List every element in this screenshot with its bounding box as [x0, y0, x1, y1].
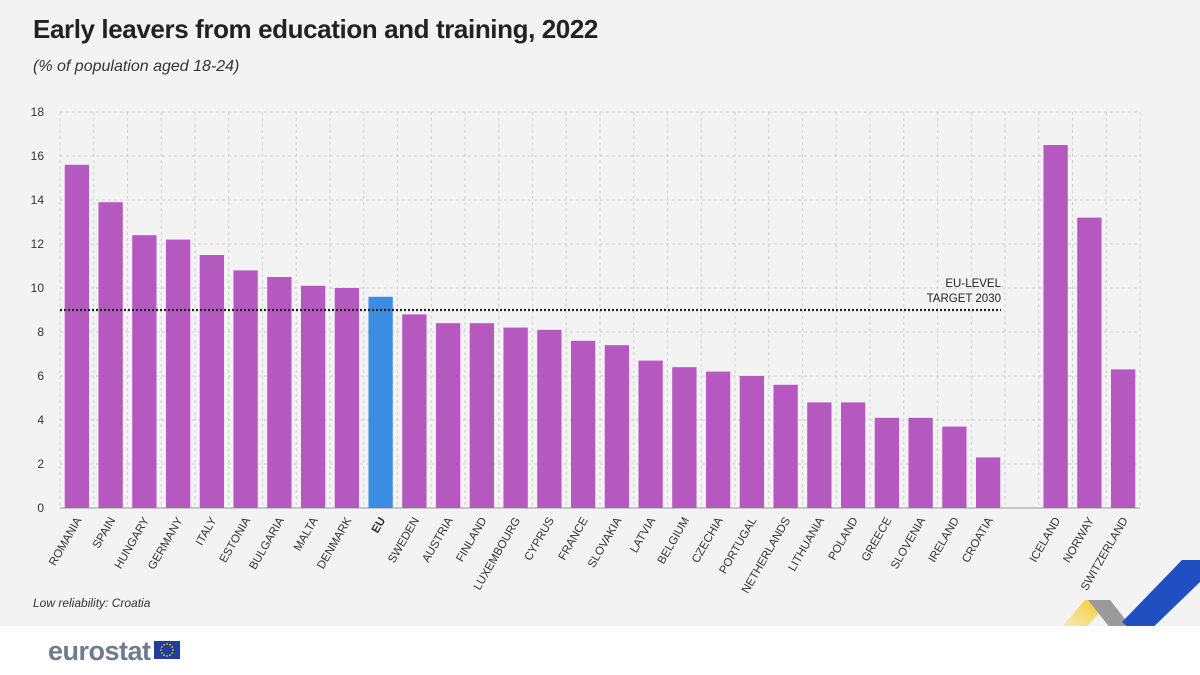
bar-austria — [435, 323, 461, 508]
category-label-greece: GREECE — [860, 515, 895, 563]
bar-eu — [368, 296, 393, 508]
category-label-bulgaria: BULGARIA — [247, 515, 287, 572]
category-label-austria: AUSTRIA — [420, 515, 455, 564]
category-label-croatia: CROATIA — [960, 515, 996, 565]
footer — [0, 626, 1200, 675]
bar-italy — [199, 255, 225, 508]
bar-iceland — [1043, 145, 1068, 508]
category-label-belgium: BELGIUM — [656, 516, 692, 567]
category-label-hungary: HUNGARY — [113, 515, 152, 571]
y-tick-label: 4 — [37, 413, 44, 427]
bar-hungary — [132, 235, 157, 508]
bar-latvia — [638, 360, 663, 508]
chart-subtitle: (% of population aged 18-24) — [33, 58, 240, 75]
reliability-note: Low reliability: Croatia — [33, 596, 151, 610]
flag-star — [160, 652, 163, 654]
category-label-iceland: ICELAND — [1028, 516, 1063, 565]
flag-star — [169, 643, 171, 646]
bar-czechia — [705, 371, 731, 508]
bar-slovenia — [908, 417, 933, 508]
chart-title: Early leavers from education and trainin… — [33, 14, 598, 44]
category-label-czechia: CZECHIA — [690, 515, 726, 565]
bar-cyprus — [537, 329, 562, 508]
flag-star — [171, 646, 174, 648]
y-tick-label: 10 — [31, 281, 45, 295]
eu-target-label: TARGET 2030 — [927, 293, 1001, 305]
category-label-poland: POLAND — [827, 516, 861, 563]
bar-malta — [300, 285, 326, 508]
flag-star — [172, 649, 174, 651]
y-tick-label: 2 — [37, 457, 44, 471]
bar-sweden — [402, 314, 427, 508]
bar-estonia — [233, 270, 258, 508]
eurostat-logo: eurostat — [48, 636, 151, 666]
category-label-slovenia: SLOVENIA — [889, 515, 928, 571]
bar-denmark — [334, 288, 360, 508]
category-label-finland: FINLAND — [454, 516, 489, 565]
category-label-cyprus: CYPRUS — [523, 515, 558, 563]
y-tick-label: 8 — [37, 325, 44, 339]
y-tick-label: 14 — [31, 193, 45, 207]
bar-luxembourg — [503, 327, 528, 508]
category-label-ireland: IRELAND — [927, 516, 962, 565]
bar-switzerland — [1110, 369, 1136, 508]
bar-france — [570, 340, 596, 508]
category-label-norway: NORWAY — [1061, 515, 1097, 565]
bar-belgium — [672, 367, 697, 508]
category-label-lithuania: LITHUANIA — [787, 515, 828, 573]
bar-slovakia — [604, 345, 630, 508]
bar-norway — [1077, 217, 1102, 508]
bar-netherlands — [773, 384, 798, 508]
bar-germany — [165, 239, 191, 508]
y-tick-label: 18 — [31, 105, 45, 119]
category-label-sweden: SWEDEN — [386, 516, 422, 566]
category-label-latvia: LATVIA — [628, 515, 658, 555]
bar-bulgaria — [267, 277, 292, 508]
reference-line-group: EU-LEVEL TARGET 2030 — [60, 278, 1002, 312]
flag-star — [171, 652, 174, 654]
y-tick-label: 16 — [31, 149, 45, 163]
y-tick-label: 0 — [37, 501, 44, 515]
bar-finland — [469, 323, 495, 508]
flag-star — [160, 646, 163, 648]
category-label-spain: SPAIN — [91, 516, 118, 551]
y-tick-label: 12 — [31, 237, 45, 251]
flag-star — [169, 654, 171, 657]
bar-ireland — [942, 426, 967, 508]
ribbon-blue — [1122, 560, 1200, 638]
grid-layer — [59, 111, 1141, 508]
flag-star — [163, 643, 165, 646]
bar-poland — [840, 402, 866, 508]
flag-star — [163, 654, 165, 657]
flag-star — [166, 655, 168, 657]
bar-croatia — [975, 457, 1001, 508]
bar-lithuania — [807, 402, 832, 508]
category-label-denmark: DENMARK — [315, 515, 354, 571]
eu-target-label: EU-LEVEL — [945, 278, 1001, 290]
bar-spain — [98, 202, 123, 508]
bar-portugal — [739, 376, 765, 508]
bar-chart: 0 2 4 6 8 10 12 14 16 18 ROMANIA SPAINHUNGARYGERMA… — [31, 105, 1141, 596]
category-label-france: FRANCE — [557, 515, 591, 562]
category-label-malta: MALTA — [292, 515, 321, 553]
category-label-slovakia: SLOVAKIA — [586, 515, 625, 570]
category-label-italy: ITALY — [194, 515, 220, 547]
category-label-romania: ROMANIA — [47, 515, 84, 568]
eu-flag-icon — [154, 641, 180, 659]
category-label-germany: GERMANY — [146, 515, 186, 572]
flag-star — [166, 643, 168, 645]
flag-star — [160, 649, 162, 651]
bar-romania — [64, 164, 90, 509]
bars — [64, 145, 1136, 509]
category-label-estonia: ESTONIA — [218, 515, 254, 565]
y-tick-label: 6 — [37, 369, 44, 383]
category-label-eu: EU — [370, 516, 388, 536]
bar-greece — [874, 417, 900, 508]
